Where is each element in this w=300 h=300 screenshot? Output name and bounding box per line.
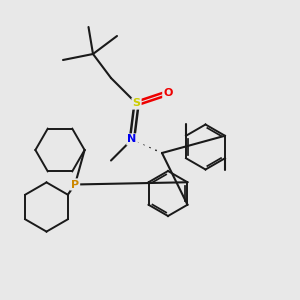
- Text: N: N: [128, 134, 136, 145]
- Text: S: S: [133, 98, 140, 109]
- Text: O: O: [163, 88, 173, 98]
- Text: P: P: [71, 179, 79, 190]
